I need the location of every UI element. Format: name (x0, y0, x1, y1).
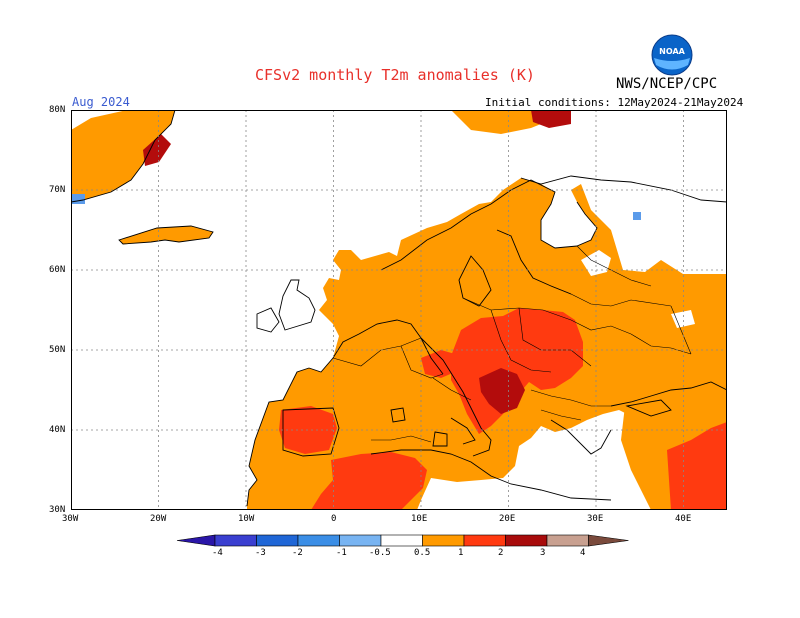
lon-label: 20E (499, 514, 516, 524)
colorbar-segment (256, 534, 299, 547)
colorbar-segment (463, 534, 506, 547)
lon-label: 40E (675, 514, 692, 524)
lon-label: 0 (331, 514, 337, 524)
chart-title: CFSv2 monthly T2m anomalies (K) (255, 66, 535, 84)
lon-label: 30E (587, 514, 604, 524)
lat-label: 70N (49, 185, 66, 195)
colorbar-label: 2 (498, 548, 504, 558)
lon-label: 10E (411, 514, 428, 524)
logo-text: NOAA (659, 47, 685, 56)
lon-label: 30W (62, 514, 79, 524)
europe-anomaly-map (71, 110, 727, 510)
map-frame (71, 110, 727, 510)
colorbar-label: -1 (336, 548, 347, 558)
colorbar-segment (546, 534, 589, 547)
valid-month: Aug 2024 (72, 95, 130, 109)
colorbar-label: -2 (292, 548, 303, 558)
lat-label: 80N (49, 105, 66, 115)
lat-label: 30N (49, 505, 66, 515)
agency-label: NWS/NCEP/CPC (616, 76, 718, 92)
colorbar-label: 3 (540, 548, 546, 558)
colorbar-arrow-high (588, 534, 629, 547)
lat-label: 50N (49, 345, 66, 355)
neutral-patches (581, 250, 695, 328)
colorbar-label: -0.5 (369, 548, 391, 558)
country-borders (332, 245, 692, 443)
colorbar-arrow-low (176, 534, 216, 547)
initial-conditions: Initial conditions: 12May2024-21May2024 (485, 96, 744, 109)
colorbar-label: -3 (255, 548, 266, 558)
colorbar-segment (505, 534, 548, 547)
graticule (71, 110, 727, 510)
anomaly-blue (71, 194, 641, 220)
colorbar-segment (297, 534, 340, 547)
lon-label: 10W (238, 514, 255, 524)
colorbar-label: -4 (212, 548, 223, 558)
lon-label: 20W (150, 514, 167, 524)
noaa-logo-icon: NOAA (651, 34, 693, 76)
colorbar-segment (214, 534, 257, 547)
anomaly-dark-red (143, 110, 571, 414)
colorbar-label: 1 (458, 548, 464, 558)
anomaly-red (279, 308, 727, 510)
lat-label: 60N (49, 265, 66, 275)
colorbar-segment (422, 534, 465, 547)
colorbar-label: 4 (580, 548, 586, 558)
colorbar-segment (339, 534, 382, 547)
lat-label: 40N (49, 425, 66, 435)
colorbar-label: 0.5 (414, 548, 431, 558)
colorbar-segment (380, 534, 423, 547)
